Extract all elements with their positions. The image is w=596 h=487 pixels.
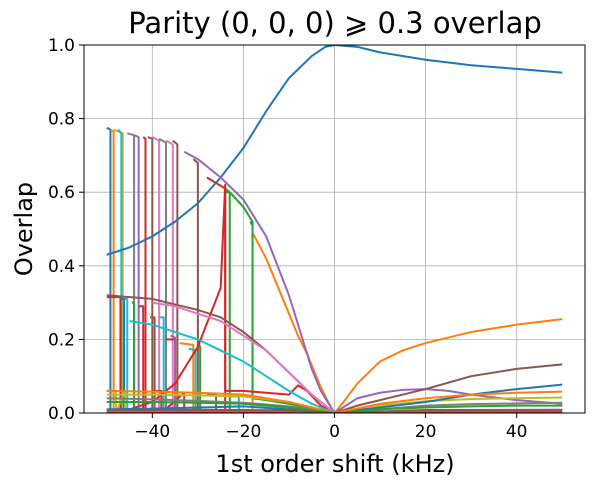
drop-trace-line	[159, 316, 165, 413]
x-tick-label: 20	[415, 422, 437, 442]
series-line	[106, 389, 563, 413]
drop-trace-line	[192, 158, 199, 413]
drop-trace-line	[120, 297, 126, 413]
y-tick-label: 0.4	[48, 257, 75, 277]
series-line	[106, 393, 563, 413]
drop-trace-line	[138, 305, 145, 413]
drop-trace-line	[151, 136, 161, 413]
drop-trace-line	[142, 136, 147, 413]
series-line	[152, 301, 336, 413]
series-layer	[106, 45, 563, 413]
drop-trace-line	[165, 139, 174, 413]
y-axis-label: Overlap	[10, 182, 38, 276]
x-tick-label: 0	[329, 422, 340, 442]
series-line	[129, 320, 335, 413]
x-tick-label: −20	[225, 422, 261, 442]
drop-trace-line	[147, 136, 154, 413]
y-tick-label: 0.8	[48, 110, 75, 130]
x-axis-label: 1st order shift (kHz)	[215, 450, 454, 478]
y-tick-label: 0.0	[48, 404, 75, 424]
drop-trace-line	[179, 342, 195, 413]
series-line	[106, 383, 563, 413]
series-line	[106, 408, 563, 413]
drop-trace-line	[133, 134, 140, 413]
drop-trace-line	[172, 139, 179, 413]
ticks-layer: −40 −20 0 20 40 0.0 0.2 0.4 0.6 0.8 1.0	[48, 36, 528, 442]
series-line	[106, 400, 563, 413]
x-tick-label: −40	[134, 422, 170, 442]
drop-trace-line	[124, 297, 129, 410]
drop-trace-line	[131, 301, 136, 413]
drop-trace-line	[170, 334, 177, 413]
y-tick-label: 0.2	[48, 330, 75, 350]
drop-trace-line	[109, 128, 115, 413]
chart-title: Parity (0, 0, 0) ⩾ 0.3 overlap	[128, 6, 542, 40]
series-line	[106, 45, 563, 256]
series-line	[106, 183, 335, 413]
drop-trace-line	[150, 316, 156, 413]
y-tick-label: 0.6	[48, 183, 75, 203]
drop-trace-line	[158, 137, 167, 413]
y-tick-label: 1.0	[48, 36, 75, 56]
x-tick-label: 40	[506, 422, 528, 442]
drop-trace-line	[113, 128, 124, 413]
series-line	[183, 150, 563, 413]
